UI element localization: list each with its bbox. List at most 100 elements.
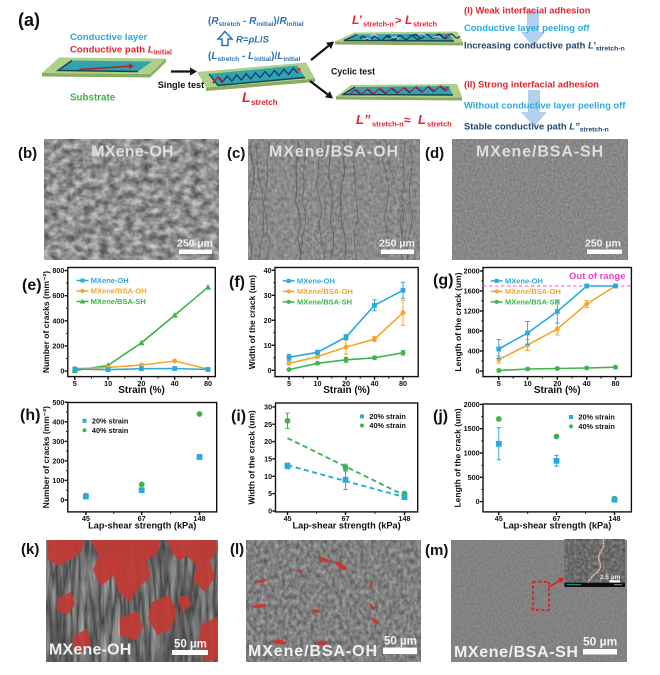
svg-text:Conductive path Linitial: Conductive path Linitial (70, 45, 172, 57)
svg-text:MXene-OH: MXene-OH (91, 276, 129, 285)
svg-text:L: L (405, 13, 412, 27)
svg-text:40% strain: 40% strain (92, 426, 129, 435)
svg-text:0: 0 (60, 496, 64, 505)
svg-text:MXene/BSA-OH: MXene/BSA-OH (91, 287, 147, 296)
svg-text:(m): (m) (425, 542, 448, 559)
svg-text:Increasing conductive path L’s: Increasing conductive path L’stretch-n (464, 40, 625, 53)
svg-text:Lap-shear strength (kPa): Lap-shear strength (kPa) (292, 521, 400, 531)
svg-text:L’: L’ (352, 13, 362, 27)
svg-text:50 µm: 50 µm (583, 635, 617, 649)
svg-text:148: 148 (608, 514, 620, 523)
svg-text:200: 200 (52, 456, 64, 465)
svg-text:67: 67 (138, 514, 146, 523)
svg-text:(l): (l) (230, 541, 244, 558)
svg-text:Number of cracks (mm⁻²): Number of cracks (mm⁻²) (41, 406, 51, 508)
svg-text:80: 80 (204, 379, 212, 388)
svg-text:20: 20 (553, 379, 561, 388)
svg-text:L: L (418, 112, 426, 127)
svg-text:5: 5 (287, 379, 291, 388)
svg-text:45: 45 (82, 514, 90, 523)
svg-text:80: 80 (399, 379, 407, 388)
svg-text:800: 800 (468, 327, 480, 336)
svg-text:MXene/BSA-SH: MXene/BSA-SH (505, 298, 560, 307)
svg-text:400: 400 (468, 347, 480, 356)
svg-text:2000: 2000 (464, 267, 480, 276)
svg-text:Strain (%): Strain (%) (534, 385, 581, 396)
svg-text:MXene-OH: MXene-OH (297, 277, 335, 286)
svg-text:(II) Strong interfacial adhes: (II) Strong interfacial adhesion (464, 79, 599, 90)
svg-text:(j): (j) (433, 408, 448, 425)
svg-text:MXene-OH: MXene-OH (49, 642, 132, 659)
svg-text:MXene/BSA-SH: MXene/BSA-SH (91, 297, 146, 306)
svg-text:Lap-shear strength (kPa): Lap-shear strength (kPa) (503, 521, 611, 531)
svg-text:20% strain: 20% strain (92, 417, 129, 426)
svg-text:500: 500 (468, 473, 480, 482)
svg-text:(a): (a) (18, 10, 40, 30)
svg-text:30: 30 (264, 291, 272, 300)
svg-text:20: 20 (137, 379, 145, 388)
svg-text:(i): (i) (231, 408, 246, 425)
svg-text:250 µm: 250 µm (177, 238, 213, 250)
svg-text:Stable conductive path L”stret: Stable conductive path L”stretch-n (464, 121, 609, 134)
svg-text:(g): (g) (433, 272, 453, 289)
svg-text:40: 40 (370, 379, 378, 388)
svg-text:80: 80 (611, 379, 619, 388)
svg-text:MXene/BSA-SH: MXene/BSA-SH (476, 144, 604, 161)
svg-text:0: 0 (476, 367, 480, 376)
svg-text:250 µm: 250 µm (585, 238, 621, 250)
svg-text:stretch-n: stretch-n (372, 120, 404, 129)
svg-text:15: 15 (264, 454, 272, 463)
svg-text:40: 40 (264, 266, 272, 275)
svg-text:Without conductive layer peeli: Without conductive layer peeling off (464, 100, 626, 111)
svg-text:(d): (d) (425, 145, 444, 162)
svg-text:148: 148 (193, 514, 205, 523)
svg-text:20% strain: 20% strain (578, 413, 615, 422)
svg-text:Cyclic test: Cyclic test (331, 67, 375, 77)
svg-text:MXene-OH: MXene-OH (91, 144, 174, 161)
svg-text:Width of the crack (um): Width of the crack (um) (247, 410, 257, 505)
svg-text:Number of cracks (mm⁻²): Number of cracks (mm⁻²) (41, 271, 51, 373)
svg-text:MXene/BSA-OH: MXene/BSA-OH (505, 287, 561, 296)
svg-text:1200: 1200 (464, 307, 480, 316)
svg-text:0: 0 (268, 507, 272, 516)
svg-text:(k): (k) (21, 541, 39, 558)
svg-text:Conductive layer: Conductive layer (70, 32, 148, 43)
svg-text:>: > (395, 15, 401, 27)
svg-text:200: 200 (52, 341, 64, 350)
svg-text:250 µm: 250 µm (379, 238, 415, 250)
svg-text:2.5 µm: 2.5 µm (600, 574, 621, 581)
svg-text:MXene/BSA-SH: MXene/BSA-SH (297, 298, 352, 307)
svg-text:1600: 1600 (464, 287, 480, 296)
svg-text:MXene/BSA-OH: MXene/BSA-OH (248, 643, 378, 660)
svg-text:25: 25 (264, 420, 272, 429)
svg-text:(e): (e) (22, 277, 42, 294)
svg-text:MXene/BSA-OH: MXene/BSA-OH (269, 144, 399, 161)
svg-text:10: 10 (104, 379, 112, 388)
svg-text:(Lstretch - Linitial)/Linitial: (Lstretch - Linitial)/Linitial (208, 51, 301, 63)
svg-text:45: 45 (283, 514, 291, 523)
svg-text:stretch: stretch (427, 120, 452, 129)
svg-text:stretch: stretch (413, 20, 437, 29)
svg-text:Length of the crack (um): Length of the crack (um) (453, 408, 463, 507)
svg-text:5: 5 (73, 379, 77, 388)
svg-text:20: 20 (342, 379, 350, 388)
svg-text:2000: 2000 (464, 400, 480, 409)
svg-text:20: 20 (264, 437, 272, 446)
svg-text:800: 800 (52, 266, 64, 275)
svg-text:0: 0 (476, 497, 480, 506)
svg-text:MXene/BSA-OH: MXene/BSA-OH (297, 287, 353, 296)
svg-text:Strain (%): Strain (%) (118, 385, 165, 396)
svg-text:Length of the crack (um): Length of the crack (um) (453, 272, 463, 371)
svg-text:(c): (c) (227, 145, 245, 162)
svg-text:stretch-n: stretch-n (363, 20, 394, 29)
svg-text:600: 600 (52, 291, 64, 300)
svg-text:Single test: Single test (158, 80, 204, 90)
svg-text:stretch: stretch (251, 98, 278, 107)
svg-text:10: 10 (524, 379, 532, 388)
svg-text:L: L (242, 89, 251, 105)
svg-text:(b): (b) (18, 145, 37, 162)
svg-text:L”: L” (356, 112, 371, 127)
svg-text:MXene/BSA-SH: MXene/BSA-SH (454, 644, 579, 661)
svg-text:30: 30 (264, 402, 272, 411)
svg-text:Substrate: Substrate (70, 93, 116, 104)
